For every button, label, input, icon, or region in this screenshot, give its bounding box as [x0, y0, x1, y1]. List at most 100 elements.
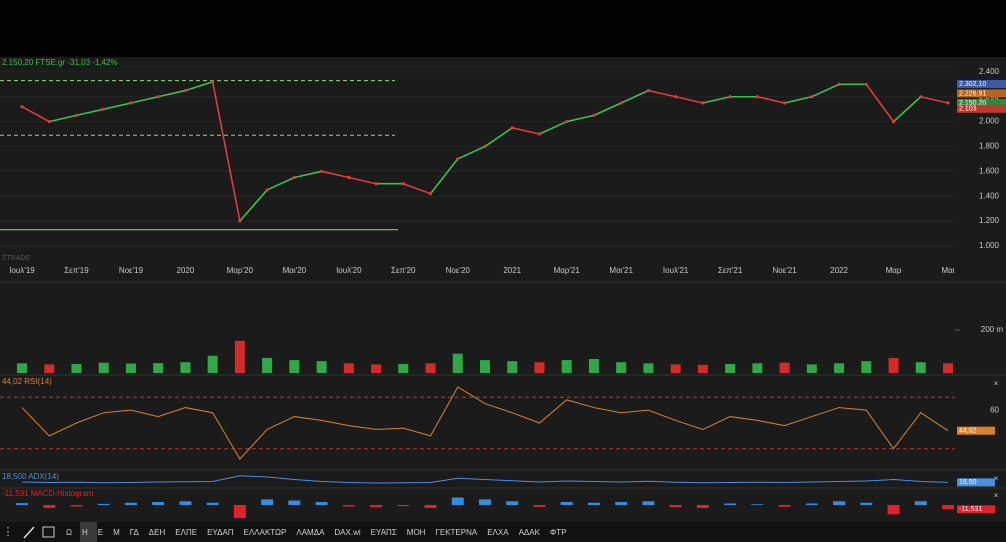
price-segment — [593, 102, 622, 117]
macd-bar — [833, 501, 846, 505]
price-point — [47, 120, 51, 124]
volume-bar — [806, 364, 817, 373]
volume-bar — [534, 362, 545, 373]
macd-bar — [751, 504, 764, 505]
price-point — [728, 95, 732, 99]
macd-bar — [642, 501, 655, 505]
y-tick-label: 1.000 — [979, 241, 1000, 250]
macd-bar — [342, 505, 355, 507]
price-segment — [130, 95, 159, 104]
y-tick-label: 2.400 — [979, 67, 1000, 76]
price-segment — [49, 114, 77, 123]
price-point — [701, 101, 705, 105]
volume-bar — [834, 363, 845, 373]
volume-bar — [643, 363, 654, 373]
macd-bar — [397, 505, 410, 507]
price-segment — [21, 105, 50, 123]
price-segment — [348, 176, 377, 185]
toolbar-item[interactable]: Η — [82, 528, 88, 537]
toolbar-item[interactable]: ΕΥΔΑΠ — [207, 528, 234, 537]
macd-bar — [696, 505, 709, 508]
price-segment — [920, 95, 949, 104]
toolbar — [0, 522, 1006, 542]
toolbar-item[interactable]: Ε — [98, 528, 103, 537]
macd-bar — [914, 501, 927, 505]
toolbar-item[interactable]: ΛΑΜΔΑ — [296, 528, 325, 537]
macd-bar — [424, 505, 437, 508]
x-tick-label: Μαι — [941, 266, 954, 275]
macd-bar — [315, 502, 328, 505]
price-point — [619, 101, 623, 105]
price-segment — [648, 89, 676, 98]
volume-bar — [561, 360, 572, 373]
macd-bar — [233, 505, 246, 519]
y-tick-label: 1.200 — [979, 216, 1000, 225]
volume-bar — [153, 363, 164, 373]
adx-header: 18,500 ADX(14) — [2, 472, 59, 481]
price-segment — [321, 170, 350, 179]
top-bar — [0, 0, 1006, 57]
macd-bar — [16, 503, 28, 505]
toolbar-item[interactable]: ΜΟΗ — [407, 528, 426, 537]
price-point — [946, 101, 950, 105]
volume-bar — [343, 363, 354, 373]
price-tag: 2.103 — [959, 106, 977, 113]
toolbar-item[interactable]: Μ — [113, 528, 120, 537]
price-point — [864, 82, 868, 86]
price-segment — [403, 182, 431, 195]
volume-bar — [262, 357, 273, 373]
indicator-line — [21, 386, 949, 460]
x-tick-label: Ιουλ'19 — [9, 266, 35, 275]
toolbar-item[interactable]: DAX.wi — [334, 528, 360, 537]
y-tick-label: 60 — [990, 405, 999, 414]
volume-bar — [71, 363, 82, 373]
x-tick-label: Σεπ'20 — [391, 266, 416, 275]
watermark: ZTRADE — [2, 255, 30, 262]
draw-tool-icon[interactable] — [23, 526, 35, 539]
volume-bar — [398, 363, 409, 373]
toolbar-item[interactable]: ΓΕΚΤΕΡΝΑ — [435, 528, 477, 537]
grid-icon[interactable] — [42, 526, 55, 538]
price-segment — [757, 95, 785, 104]
toolbar-item[interactable]: ΦΤΡ — [550, 528, 567, 537]
last-value-bg — [957, 478, 995, 487]
macd-bar — [560, 502, 573, 505]
toolbar-item[interactable]: ΓΔ — [130, 528, 140, 537]
volume-bar — [697, 364, 708, 373]
x-tick-label: Μαρ — [886, 266, 902, 275]
toolbar-item[interactable]: Ω — [66, 528, 72, 537]
close-button[interactable]: × — [994, 491, 999, 500]
x-tick-label: Μαι'20 — [283, 266, 307, 275]
macd-bar — [942, 505, 954, 510]
last-value-bg — [957, 505, 995, 514]
price-segment — [211, 81, 241, 222]
toolbar-item[interactable]: ΑΔΑΚ — [519, 528, 541, 537]
toolbar-active — [80, 522, 97, 542]
volume-bar — [725, 363, 736, 373]
volume-bar — [861, 361, 872, 373]
toolbar-item[interactable]: ΕΛΛΑΚΤΩΡ — [244, 528, 287, 537]
volume-bar — [452, 353, 463, 373]
price-segment — [811, 83, 840, 98]
toolbar-item[interactable]: ΕΛΠΕ — [175, 528, 197, 537]
price-point — [211, 80, 215, 84]
price-point — [319, 169, 324, 173]
close-button[interactable]: × — [994, 379, 999, 388]
price-point — [919, 95, 923, 99]
macd-bar — [288, 500, 301, 505]
price-point — [810, 95, 814, 99]
volume-bar — [125, 363, 136, 373]
last-value-label: 44,02 — [959, 428, 977, 435]
price-segment — [185, 81, 213, 92]
volume-bar — [44, 364, 55, 373]
price-segment — [157, 89, 186, 98]
close-button[interactable]: × — [994, 474, 999, 483]
toolbar-item[interactable]: ΔΕΗ — [149, 528, 166, 537]
toolbar-item[interactable]: ΕΛΧΑ — [487, 528, 509, 537]
price-segment — [675, 95, 704, 104]
macd-bar — [805, 503, 818, 505]
chart-background — [0, 57, 1006, 522]
toolbar-item[interactable]: ΕΥΑΠΣ — [371, 528, 397, 537]
menu-icon[interactable]: ⋮ — [3, 526, 14, 538]
